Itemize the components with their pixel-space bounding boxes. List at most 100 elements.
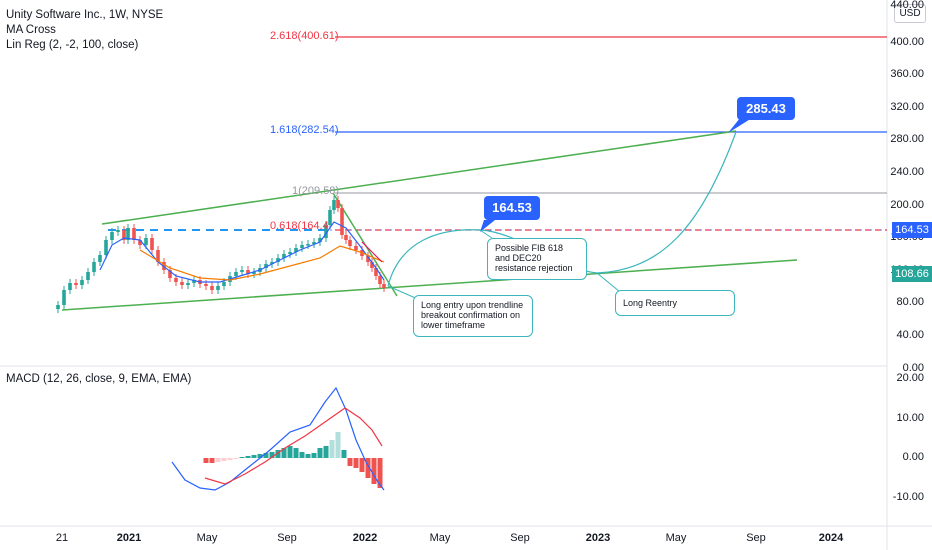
ma-cross-legend[interactable]: MA Cross xyxy=(6,24,56,36)
macd-histogram-bar xyxy=(281,448,287,458)
macd-histogram-bar xyxy=(215,458,221,462)
candle-body xyxy=(324,225,328,238)
candle-body xyxy=(56,305,60,309)
candle-body xyxy=(328,210,332,225)
candle-body xyxy=(186,283,190,285)
price-axis-tick: 280.00 xyxy=(890,133,924,146)
macd-histogram-bar xyxy=(377,458,383,488)
price-axis-tick: 40.00 xyxy=(896,329,924,341)
callout-pointer-1 xyxy=(480,220,495,232)
macd-histogram-bar xyxy=(257,454,263,458)
candle-body xyxy=(156,250,160,262)
candlestick-series xyxy=(56,196,386,313)
macd-histogram-bar xyxy=(359,458,365,472)
linreg-line xyxy=(361,241,383,263)
macd-histogram-bar xyxy=(245,456,251,458)
macd-histogram-bar xyxy=(311,453,317,458)
fib-1-label: 1(209.58) xyxy=(292,185,340,197)
time-axis-tick: Sep xyxy=(277,532,297,544)
macd-histogram-bar xyxy=(293,448,299,458)
price-axis-tick: 200.00 xyxy=(890,198,924,211)
candle-body xyxy=(144,238,148,245)
candle-body xyxy=(276,258,280,262)
macd-histogram-bar xyxy=(299,452,305,458)
symbol-legend[interactable]: Unity Software Inc., 1W, NYSE xyxy=(6,9,164,21)
macd-histogram-bar xyxy=(335,432,341,458)
time-axis-tick: Sep xyxy=(510,532,530,544)
time-axis-tick: Sep xyxy=(746,532,766,544)
price-axis-tick: 360.00 xyxy=(890,68,924,81)
candle-body xyxy=(168,270,172,278)
macd-axis-tick: 10.00 xyxy=(896,411,924,424)
candle-body xyxy=(264,264,268,268)
candle-body xyxy=(192,280,196,283)
candle-body xyxy=(68,283,72,290)
candle-body xyxy=(174,278,178,282)
ma-slow-line xyxy=(139,245,385,281)
projection-target-curve xyxy=(596,131,737,274)
candle-body xyxy=(126,228,130,240)
candle-body xyxy=(344,235,348,240)
macd-pane xyxy=(171,386,385,491)
candle-body xyxy=(138,240,142,245)
macd-histogram-bar xyxy=(263,453,269,458)
candle-body xyxy=(306,244,310,246)
macd-histogram-bar xyxy=(353,458,359,468)
time-axis-tick: 2021 xyxy=(116,532,142,544)
macd-histogram-bar xyxy=(203,458,209,463)
candle-body xyxy=(300,245,304,248)
macd-histogram-bar xyxy=(221,458,227,461)
candle-body xyxy=(318,238,322,242)
candle-body xyxy=(246,270,250,274)
currency-button[interactable]: USD xyxy=(894,4,926,23)
macd-axis-tick: 0.00 xyxy=(902,451,924,463)
fib-rejection-note[interactable]: Possible FIB 618 and DEC20 resistance re… xyxy=(487,238,587,280)
candle-body xyxy=(122,230,126,240)
fib-0618-label: 0.618(164.4 xyxy=(270,220,329,232)
moving-average-lines xyxy=(99,221,385,283)
macd-axis-tick: 20.00 xyxy=(896,372,924,384)
candle-body xyxy=(104,240,108,255)
long-entry-note[interactable]: Long entry upon trendline breakout confi… xyxy=(413,295,533,337)
callout-285[interactable]: 285.43 xyxy=(737,97,795,120)
candle-body xyxy=(270,262,274,264)
linreg-legend[interactable]: Lin Reg (2, -2, 100, close) xyxy=(6,39,139,51)
candle-body xyxy=(110,232,114,240)
macd-legend[interactable]: MACD (12, 26, close, 9, EMA, EMA) xyxy=(6,373,192,385)
price-axis-tick: 400.00 xyxy=(890,35,924,48)
price-axis-tick: 240.00 xyxy=(890,166,924,178)
macd-signal-line xyxy=(204,407,383,485)
candle-body xyxy=(116,230,120,232)
macd-histogram-bar xyxy=(371,458,377,484)
macd-axis-tick: -10.00 xyxy=(892,490,924,503)
callout-pointer-2 xyxy=(728,118,752,133)
time-axis-tick: 2023 xyxy=(585,532,611,544)
macd-histogram-bar xyxy=(269,452,275,458)
macd-histogram-bar xyxy=(341,450,347,458)
candle-body xyxy=(234,272,238,276)
candle-body xyxy=(150,238,154,250)
price-axis-tick: 80.00 xyxy=(896,296,924,309)
projection-up-curve xyxy=(387,229,481,287)
candle-body xyxy=(374,268,378,276)
callout-164[interactable]: 164.53 xyxy=(484,196,540,220)
candle-body xyxy=(62,290,66,305)
candle-body xyxy=(354,246,358,250)
channel-upper-trendline xyxy=(101,130,737,225)
candle-body xyxy=(282,254,286,258)
candle-body xyxy=(294,248,298,252)
current-price-tag: 108.66 xyxy=(892,266,932,282)
candle-body xyxy=(348,240,352,246)
long-reentry-note[interactable]: Long Reentry xyxy=(615,290,735,316)
time-axis-tick: 2024 xyxy=(818,532,844,544)
macd-histogram-bar xyxy=(233,458,239,459)
macd-histogram-bar xyxy=(317,448,323,458)
candle-body xyxy=(92,262,96,272)
candle-body xyxy=(86,272,90,280)
macd-line xyxy=(171,386,385,491)
candle-body xyxy=(382,284,386,288)
fib-2618-label: 2.618(400.61) xyxy=(270,30,339,42)
candle-body xyxy=(340,208,344,235)
